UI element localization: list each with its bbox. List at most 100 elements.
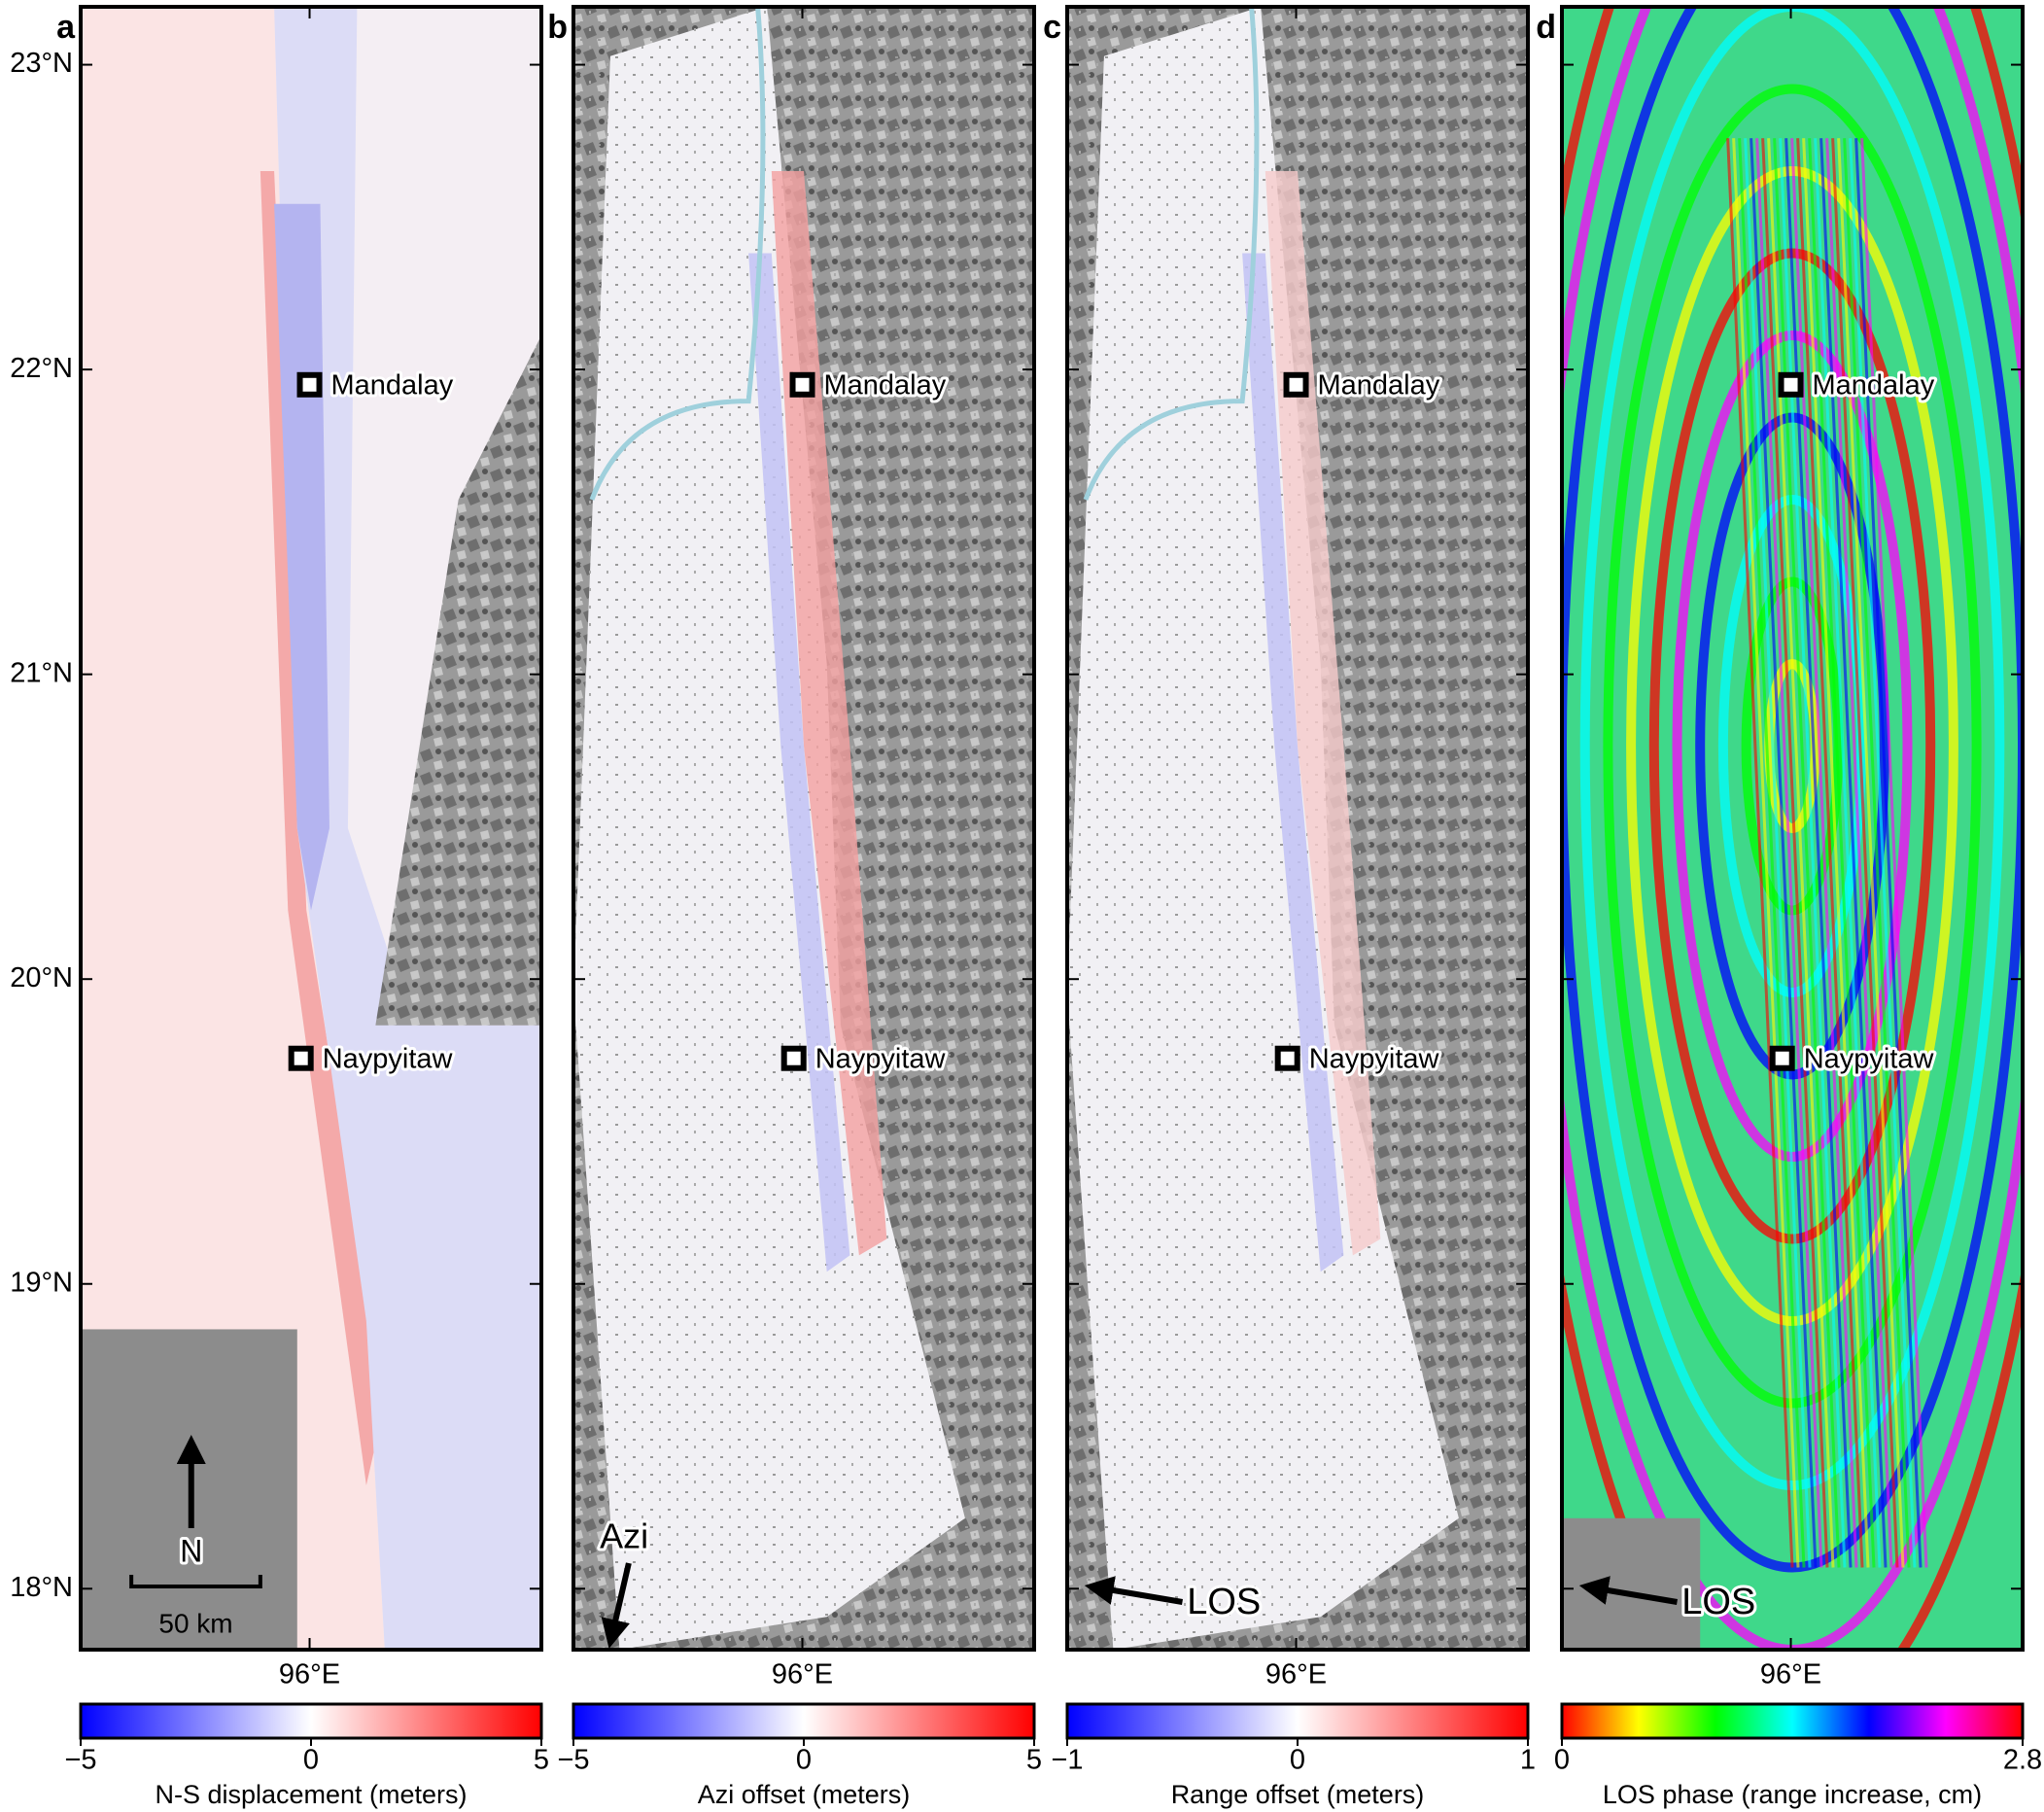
colorbar <box>572 1702 1036 1740</box>
azimuth-arrow <box>601 1562 632 1649</box>
fringe <box>1755 138 1823 1568</box>
city-label: Naypyitaw <box>815 1043 947 1074</box>
city-marker <box>780 1045 807 1071</box>
map-panel: a23°N 22°N 21°N 20°N 19°N 18°N 96°E Mandalay Nay… <box>10 5 549 1809</box>
colorbar <box>1065 1702 1530 1740</box>
fringe <box>1854 138 1923 1568</box>
colorbar-tick-label: 0 <box>1290 1745 1305 1776</box>
fringe <box>1726 138 1794 1568</box>
panel-letter: a <box>56 9 76 46</box>
fringe <box>1750 138 1818 1568</box>
fringe <box>1831 138 1899 1568</box>
east-block <box>274 7 541 1650</box>
fringe <box>1843 138 1911 1568</box>
colorbar-tick-label: 5 <box>534 1745 549 1776</box>
lat-label: 18°N <box>10 1572 73 1603</box>
east-gray <box>375 335 541 1026</box>
fringe <box>1860 138 1928 1568</box>
fringe <box>1738 138 1806 1568</box>
colorbar <box>1560 1702 2025 1740</box>
lat-label: 23°N <box>10 48 73 79</box>
lat-label: 21°N <box>10 657 73 688</box>
map-panel: b 96°E Mandalay Naypyitaw Azi −5 0 5 Azi offset … <box>547 5 1042 1809</box>
map-image <box>1562 7 2023 1650</box>
colorbar-tick-label: 1 <box>1520 1745 1536 1776</box>
river <box>589 7 766 501</box>
city-label: Mandalay <box>824 369 947 401</box>
city-marker <box>296 371 323 398</box>
lat-label: 22°N <box>10 353 73 384</box>
fringe <box>1808 138 1876 1568</box>
west-block <box>81 7 385 1650</box>
city-marker <box>1778 371 1804 398</box>
panel-letter: c <box>1043 9 1061 46</box>
colorbar-label: Range offset (meters) <box>1171 1780 1425 1809</box>
fringe <box>1796 138 1864 1568</box>
fringe <box>1579 7 2005 1490</box>
colorbar-label: Azi offset (meters) <box>698 1780 911 1809</box>
city-label: Mandalay <box>1318 369 1440 401</box>
city-marker <box>288 1045 314 1071</box>
fringe <box>1814 138 1882 1568</box>
lon-label: 96°E <box>279 1659 340 1690</box>
fringe <box>1761 138 1829 1568</box>
scale-label: 50 km <box>158 1608 232 1638</box>
fringe <box>1849 138 1917 1568</box>
fringe <box>1732 138 1800 1568</box>
colorbar-tick-label: 0 <box>1554 1745 1570 1776</box>
fringe <box>1603 84 1982 1409</box>
sw-gray <box>1562 1517 1701 1650</box>
colorbar-tick-label: −1 <box>1051 1745 1083 1776</box>
map-image <box>81 7 541 1650</box>
map-image <box>1067 7 1528 1650</box>
frame <box>1560 5 2025 1652</box>
los-label: LOS <box>1187 1582 1261 1622</box>
city-label: Mandalay <box>331 369 454 401</box>
city-marker <box>1283 371 1309 398</box>
map-image <box>573 7 1034 1650</box>
colorbar-tick-label: 2.8 <box>2003 1745 2042 1776</box>
frame <box>572 5 1036 1652</box>
lon-label: 96°E <box>772 1659 833 1690</box>
los-arrow <box>1084 1576 1183 1605</box>
map-panel: c 96°E Mandalay Naypyitaw LOS −1 0 1 Range offse… <box>1043 5 1536 1809</box>
frame <box>1065 5 1530 1652</box>
lat-label: 19°N <box>10 1267 73 1298</box>
fringe <box>1825 138 1893 1568</box>
city-marker <box>1274 1045 1300 1071</box>
map-panel: d 96°E Mandalay Naypyitaw LOS 0 2.8 LOS phase (… <box>1536 5 2042 1809</box>
offset-blue <box>1242 253 1344 1272</box>
city-marker <box>1769 1045 1795 1071</box>
azimuth-label: Azi <box>600 1516 648 1556</box>
scale-bar <box>129 1575 262 1588</box>
colorbar-label: LOS phase (range increase, cm) <box>1603 1780 1982 1809</box>
panel-letter: d <box>1536 9 1556 46</box>
los-label: LOS <box>1681 1582 1755 1622</box>
colorbar-tick-label: −5 <box>557 1745 589 1776</box>
lat-label: 20°N <box>10 962 73 993</box>
lon-label: 96°E <box>1760 1659 1821 1690</box>
lon-label: 96°E <box>1265 1659 1327 1690</box>
offset-red <box>771 171 887 1256</box>
city-marker <box>789 371 815 398</box>
fringe <box>1744 138 1812 1568</box>
river <box>1083 7 1260 501</box>
city-label: Naypyitaw <box>1309 1043 1440 1074</box>
colorbar <box>79 1702 543 1740</box>
fringe <box>1802 138 1870 1568</box>
north-label: N <box>180 1533 202 1568</box>
colorbar-tick-label: 5 <box>1026 1745 1042 1776</box>
colorbar-tick-label: 0 <box>303 1745 319 1776</box>
frame <box>79 5 543 1652</box>
fringe <box>1819 138 1888 1568</box>
fringe <box>1837 138 1905 1568</box>
colorbar-tick-label: −5 <box>64 1745 96 1776</box>
city-label: Mandalay <box>1813 369 1935 401</box>
city-label: Naypyitaw <box>323 1043 454 1074</box>
panel-letter: b <box>547 9 568 46</box>
offset-red <box>1265 171 1381 1256</box>
colorbar-tick-label: 0 <box>796 1745 812 1776</box>
offset-blue <box>748 253 850 1272</box>
city-label: Naypyitaw <box>1804 1043 1935 1074</box>
